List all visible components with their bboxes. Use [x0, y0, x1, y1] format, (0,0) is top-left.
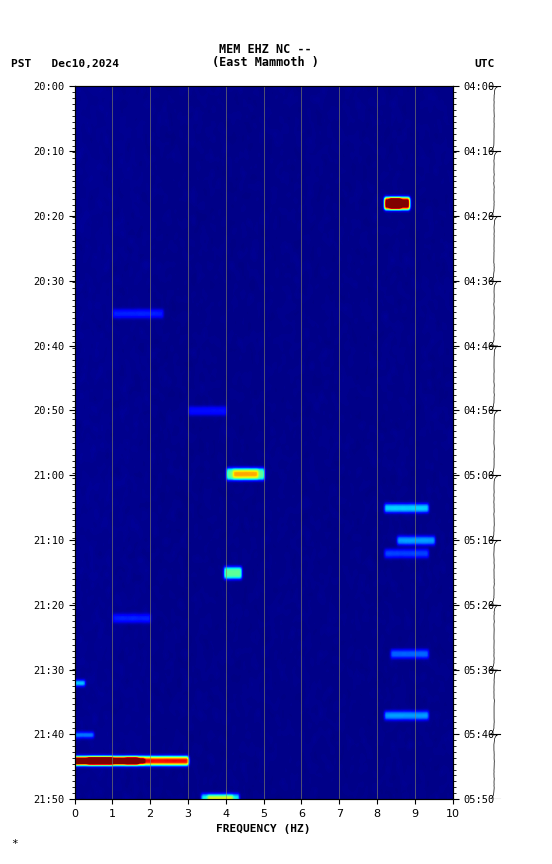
Text: (East Mammoth ): (East Mammoth ): [211, 56, 319, 69]
X-axis label: FREQUENCY (HZ): FREQUENCY (HZ): [216, 824, 311, 835]
Text: *: *: [11, 839, 18, 848]
Text: UTC: UTC: [475, 59, 495, 69]
Text: PST   Dec10,2024: PST Dec10,2024: [11, 59, 119, 69]
Text: MEM EHZ NC --: MEM EHZ NC --: [219, 43, 311, 56]
